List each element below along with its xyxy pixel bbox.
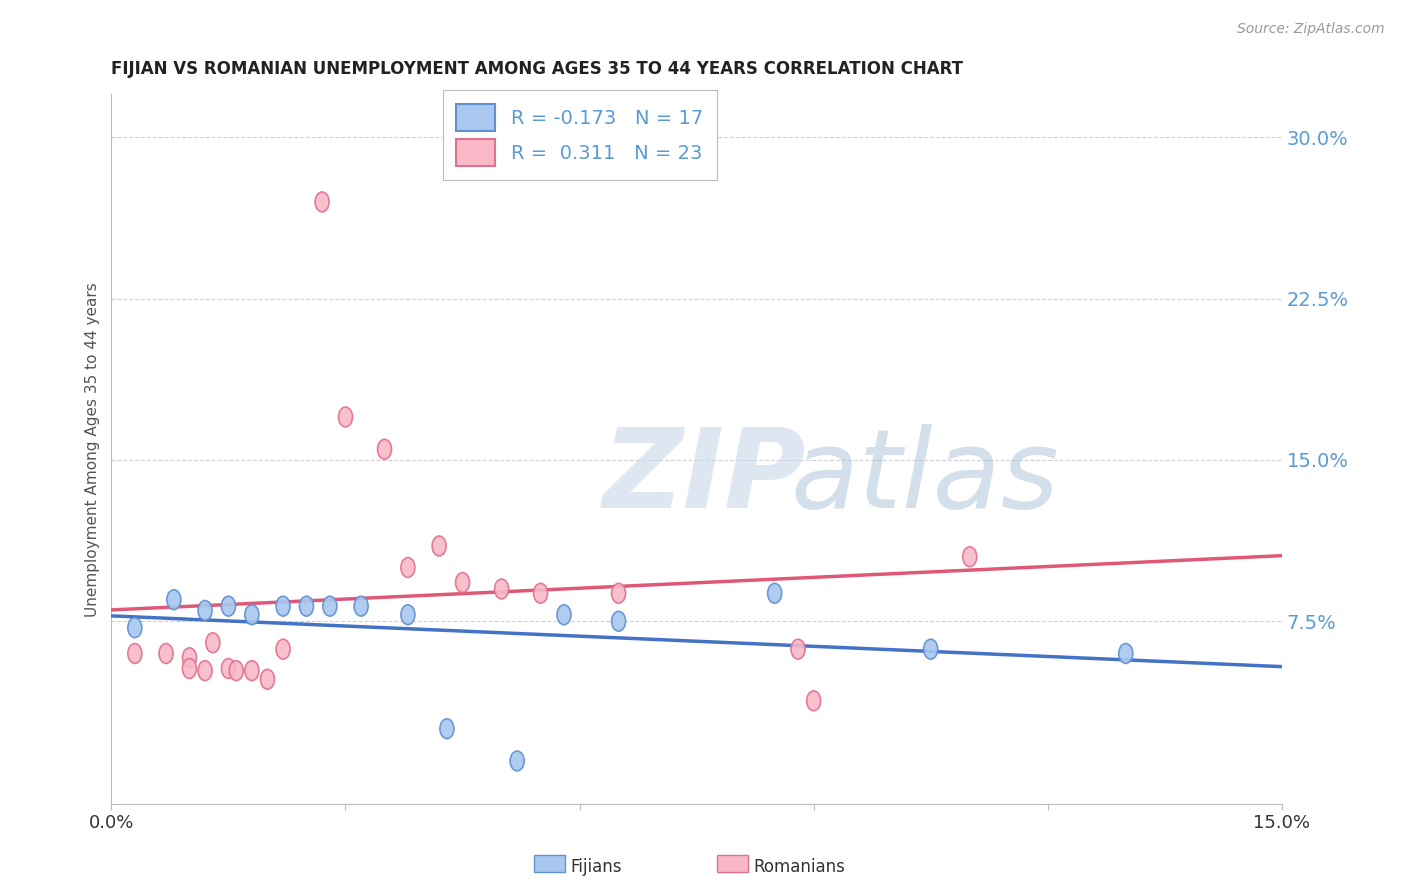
Ellipse shape <box>183 648 197 668</box>
Ellipse shape <box>221 596 235 616</box>
Ellipse shape <box>768 583 782 603</box>
Ellipse shape <box>276 640 290 659</box>
Ellipse shape <box>167 590 181 609</box>
Ellipse shape <box>315 192 329 212</box>
Ellipse shape <box>456 573 470 592</box>
Ellipse shape <box>205 632 219 653</box>
Text: Romanians: Romanians <box>754 858 845 876</box>
Ellipse shape <box>557 605 571 624</box>
Ellipse shape <box>245 661 259 681</box>
Ellipse shape <box>510 751 524 771</box>
Ellipse shape <box>440 719 454 739</box>
Text: atlas: atlas <box>790 424 1059 531</box>
Ellipse shape <box>963 547 977 566</box>
Text: FIJIAN VS ROMANIAN UNEMPLOYMENT AMONG AGES 35 TO 44 YEARS CORRELATION CHART: FIJIAN VS ROMANIAN UNEMPLOYMENT AMONG AG… <box>111 60 963 78</box>
Ellipse shape <box>401 558 415 577</box>
Ellipse shape <box>432 536 446 556</box>
Ellipse shape <box>260 669 274 690</box>
Ellipse shape <box>221 658 235 679</box>
Ellipse shape <box>495 579 509 599</box>
Ellipse shape <box>159 643 173 664</box>
Ellipse shape <box>339 407 353 427</box>
Ellipse shape <box>354 596 368 616</box>
Ellipse shape <box>323 596 337 616</box>
Ellipse shape <box>183 658 197 679</box>
Ellipse shape <box>612 583 626 603</box>
Ellipse shape <box>245 605 259 624</box>
Ellipse shape <box>807 690 821 711</box>
Ellipse shape <box>377 439 391 459</box>
Text: ZIP: ZIP <box>603 424 807 531</box>
Ellipse shape <box>229 661 243 681</box>
Ellipse shape <box>924 640 938 659</box>
Ellipse shape <box>128 643 142 664</box>
Y-axis label: Unemployment Among Ages 35 to 44 years: Unemployment Among Ages 35 to 44 years <box>86 282 100 616</box>
Ellipse shape <box>401 605 415 624</box>
Ellipse shape <box>276 596 290 616</box>
Ellipse shape <box>128 618 142 638</box>
Legend: R = -0.173   N = 17, R =  0.311   N = 23: R = -0.173 N = 17, R = 0.311 N = 23 <box>443 90 717 180</box>
Ellipse shape <box>612 611 626 632</box>
Ellipse shape <box>792 640 806 659</box>
Ellipse shape <box>198 600 212 621</box>
Ellipse shape <box>299 596 314 616</box>
Text: Source: ZipAtlas.com: Source: ZipAtlas.com <box>1237 22 1385 37</box>
Text: Fijians: Fijians <box>571 858 623 876</box>
Ellipse shape <box>198 661 212 681</box>
Ellipse shape <box>533 583 547 603</box>
Ellipse shape <box>1119 643 1133 664</box>
